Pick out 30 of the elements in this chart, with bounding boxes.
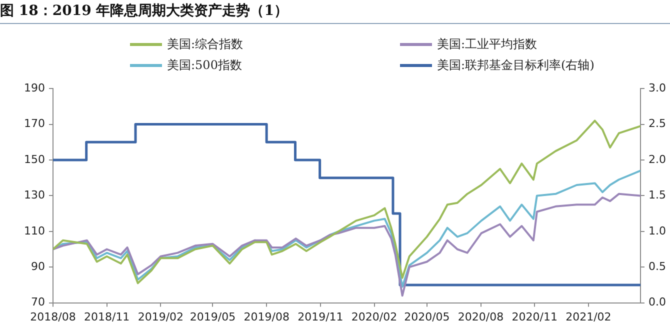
x-tick-label: 2019/11	[298, 310, 344, 324]
y-tick-label: 190	[24, 81, 45, 94]
y-tick-label: 130	[24, 188, 45, 202]
legend-label: 美国:综合指数	[167, 36, 244, 53]
x-tick-label: 2021/02	[566, 310, 612, 324]
x-tick-label: 2020/02	[351, 310, 398, 324]
x-tick-label: 2019/05	[190, 310, 236, 324]
x-tick-label: 2020/11	[512, 310, 558, 324]
y2-tick-label: 1.0	[648, 224, 666, 238]
y2-tick-label: 2.0	[648, 152, 666, 166]
legend-label: 美国:联邦基金目标利率(右轴)	[437, 57, 594, 74]
y-tick-label: 70	[30, 296, 45, 309]
y2-tick-label: 1.5	[648, 188, 666, 202]
y2-tick-label: 2.5	[648, 117, 666, 130]
x-tick-label: 2019/02	[138, 310, 184, 324]
x-tick-label: 2018/08	[30, 310, 76, 324]
legend-label: 美国:工业平均指数	[437, 36, 538, 53]
y2-tick-label: 0.0	[648, 296, 666, 309]
chart-title: 图 18：2019 年降息周期大类资产走势（1）	[0, 0, 670, 24]
y2-tick-label: 0.5	[648, 260, 666, 273]
x-tick-label: 2018/11	[84, 310, 130, 324]
y-tick-label: 150	[24, 152, 45, 166]
y-tick-label: 90	[30, 260, 45, 273]
x-tick-label: 2020/08	[458, 310, 504, 324]
x-tick-label: 2020/05	[404, 310, 450, 324]
y2-tick-label: 3.0	[648, 81, 666, 94]
legend-label: 美国:500指数	[167, 57, 242, 74]
y-tick-label: 110	[24, 224, 45, 238]
x-tick-label: 2019/08	[244, 310, 290, 324]
y-tick-label: 170	[24, 117, 45, 130]
